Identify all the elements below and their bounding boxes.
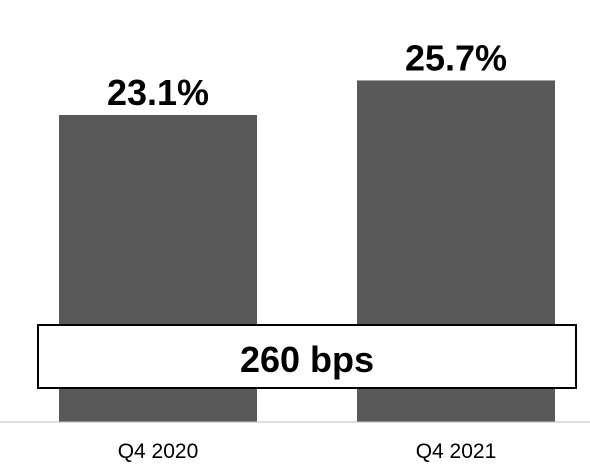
x-tick-label-q4-2020: Q4 2020 [118, 440, 199, 463]
x-tick-labels-group: Q4 2020 Q4 2021 [118, 440, 497, 463]
callout-text: 260 bps [240, 339, 374, 380]
callout-box [37, 324, 577, 389]
data-label-q4-2021: 25.7% [405, 37, 507, 78]
data-label-q4-2020: 23.1% [107, 72, 209, 113]
data-labels-group: 23.1% 25.7% [107, 37, 507, 113]
bps-callout: 260 bps [37, 324, 577, 389]
x-tick-label-q4-2021: Q4 2021 [416, 440, 497, 463]
